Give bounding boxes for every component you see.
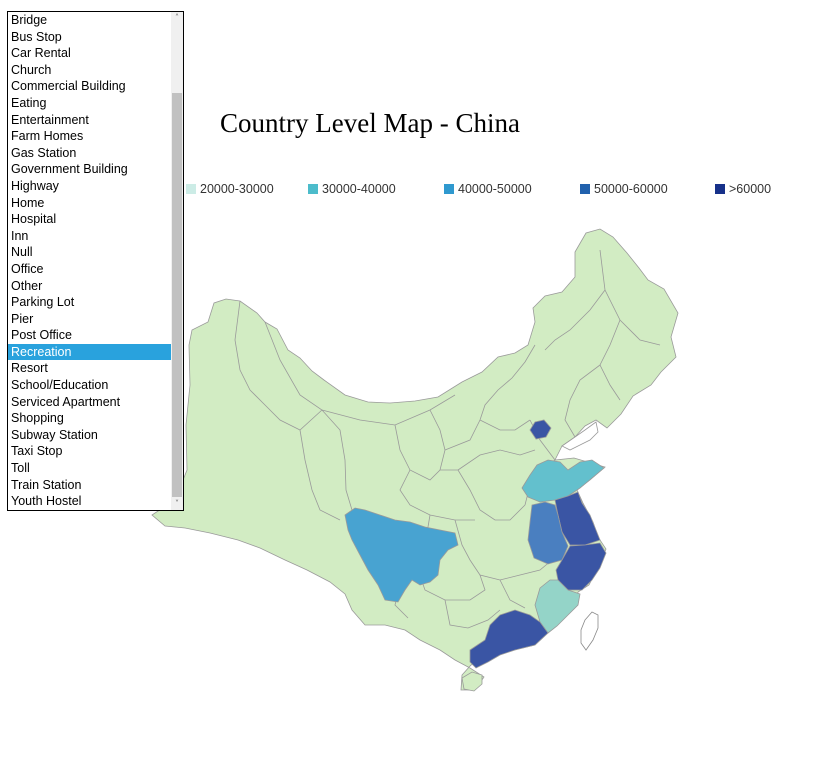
category-listbox[interactable]: Bridge Bus Stop Car Rental Church Commercial… — [7, 11, 184, 511]
region-fujian[interactable] — [534, 579, 581, 634]
category-option[interactable]: Office — [11, 261, 44, 276]
category-option[interactable]: Inn — [11, 228, 29, 243]
legend-label: 30000-40000 — [322, 182, 396, 196]
bohai-bay — [561, 421, 599, 451]
province-borders — [234, 249, 661, 629]
region-hainan[interactable] — [461, 671, 483, 692]
category-option[interactable]: Eating — [11, 95, 47, 110]
category-option[interactable]: Resort — [11, 361, 48, 376]
category-option[interactable]: Car Rental — [11, 46, 71, 61]
legend-swatch — [715, 184, 725, 194]
category-option[interactable]: Train Station — [11, 477, 82, 492]
region-sichuan[interactable] — [344, 507, 459, 603]
scroll-thumb[interactable] — [172, 93, 182, 497]
category-option[interactable]: Parking Lot — [11, 295, 75, 310]
category-option[interactable]: Recreation — [8, 343, 172, 361]
legend: 20000-30000 30000-40000 40000-50000 5000… — [0, 180, 827, 198]
category-option[interactable]: Entertainment — [11, 112, 89, 127]
legend-label: 20000-30000 — [200, 182, 274, 196]
legend-item: 40000-50000 — [444, 180, 532, 198]
category-option[interactable]: Post Office — [11, 328, 72, 343]
category-option[interactable]: Commercial Building — [11, 79, 126, 94]
category-option[interactable]: Government Building — [11, 162, 128, 177]
category-list: Bridge Bus Stop Car Rental Church Commercial… — [8, 12, 172, 510]
category-option[interactable]: Null — [11, 245, 33, 260]
legend-swatch — [186, 184, 196, 194]
category-option[interactable]: Youth Hostel — [11, 494, 82, 509]
category-option[interactable]: Farm Homes — [11, 129, 84, 144]
legend-swatch — [308, 184, 318, 194]
category-option[interactable]: Pier — [11, 311, 34, 326]
category-option[interactable]: Serviced Apartment — [11, 394, 121, 409]
category-option[interactable]: Subway Station — [11, 427, 98, 442]
category-option[interactable]: Shopping — [11, 411, 64, 426]
region-beijing[interactable] — [529, 419, 552, 440]
category-option[interactable]: Bridge — [11, 13, 48, 27]
region-shandong[interactable] — [521, 459, 605, 503]
region-anhui[interactable] — [527, 501, 569, 565]
legend-swatch — [444, 184, 454, 194]
region-mainland[interactable] — [151, 228, 679, 691]
category-option[interactable]: Home — [11, 195, 45, 210]
category-option[interactable]: Other — [11, 278, 43, 293]
category-option[interactable]: Gas Station — [11, 145, 77, 160]
category-option[interactable]: School/Education — [11, 378, 109, 393]
legend-label: >60000 — [729, 182, 772, 196]
region-zhejiang[interactable] — [555, 542, 607, 591]
category-option[interactable]: Bus Stop — [11, 29, 62, 44]
category-option[interactable]: Church — [11, 62, 52, 77]
scroll-down-icon[interactable]: ˅ — [175, 499, 179, 508]
legend-item: 20000-30000 — [186, 180, 274, 198]
category-option[interactable]: Highway — [11, 178, 59, 193]
scroll-up-icon[interactable]: ˄ — [175, 13, 179, 22]
legend-item: 30000-40000 — [308, 180, 396, 198]
category-option[interactable]: Hospital — [11, 212, 57, 227]
category-option[interactable]: Taxi Stop — [11, 444, 63, 459]
legend-label: 50000-60000 — [594, 182, 668, 196]
region-guangdong[interactable] — [469, 609, 549, 669]
category-option[interactable]: Toll — [11, 461, 30, 476]
map-title: Country Level Map - China — [220, 108, 520, 138]
region-taiwan[interactable] — [580, 611, 599, 651]
legend-label: 40000-50000 — [458, 182, 532, 196]
legend-swatch — [580, 184, 590, 194]
listbox-scrollbar[interactable]: ˄ ˅ — [171, 12, 183, 510]
legend-item: >60000 — [715, 180, 771, 198]
legend-item: 50000-60000 — [580, 180, 668, 198]
